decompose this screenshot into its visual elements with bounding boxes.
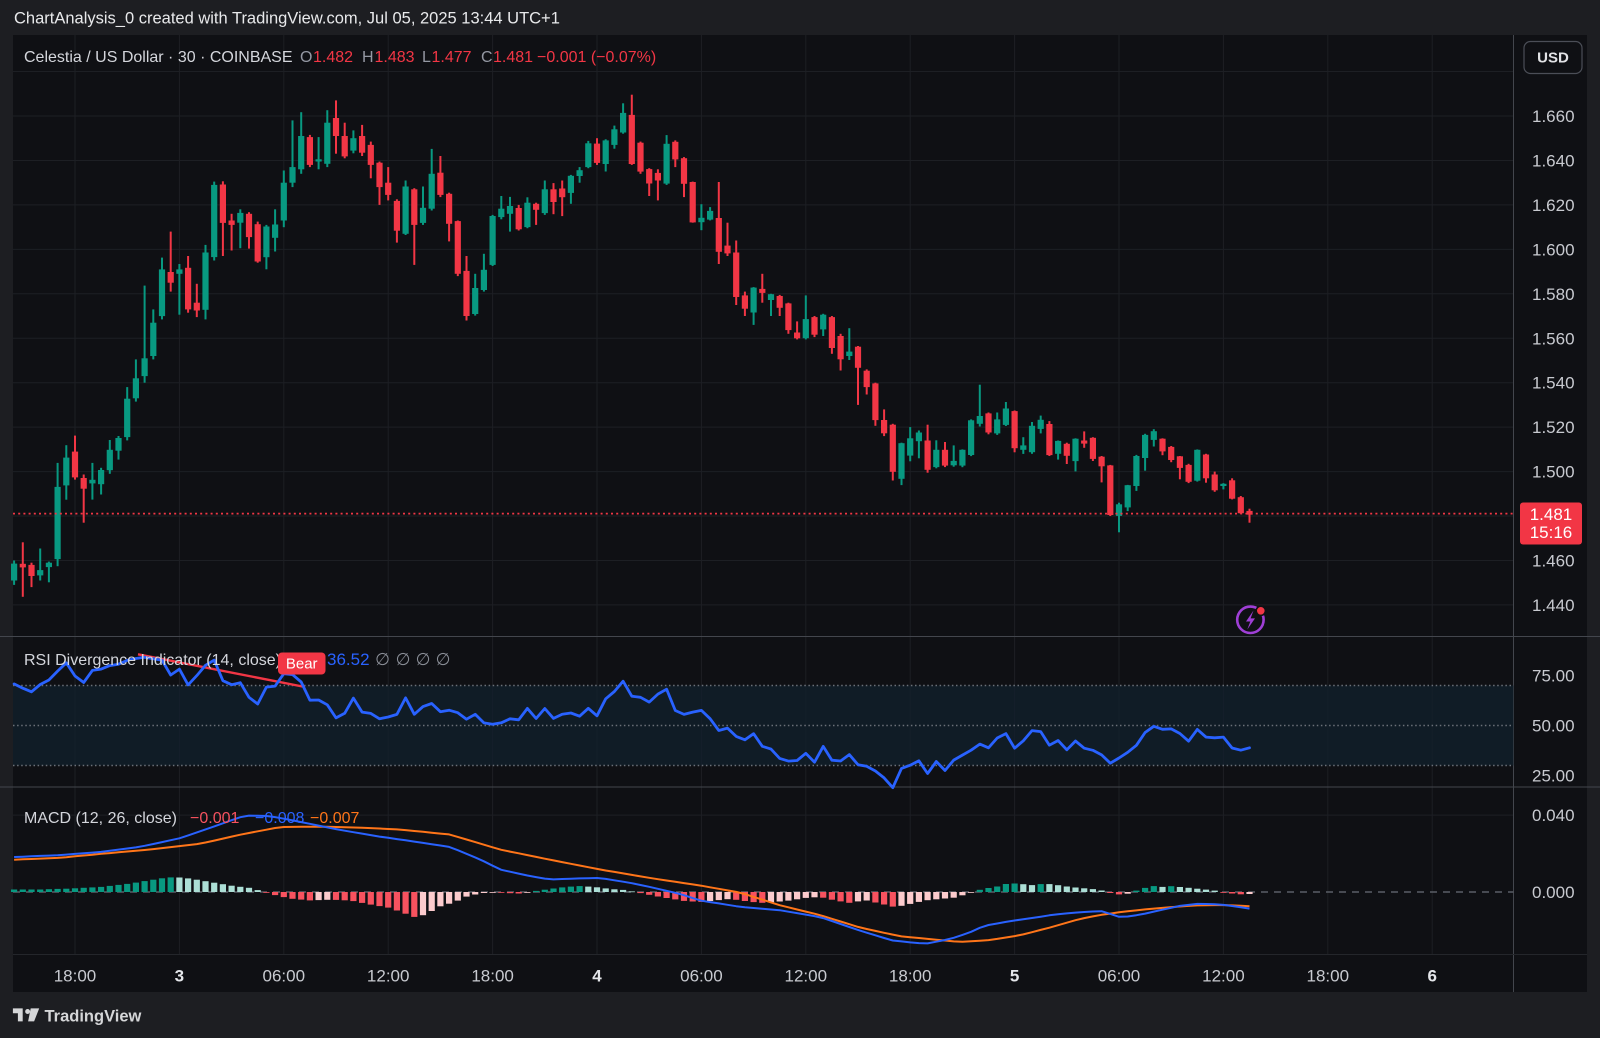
svg-text:12:00: 12:00 bbox=[785, 967, 828, 986]
svg-text:5: 5 bbox=[1010, 967, 1019, 986]
svg-text:1.520: 1.520 bbox=[1532, 418, 1575, 437]
svg-text:O: O bbox=[300, 49, 312, 66]
svg-text:18:00: 18:00 bbox=[1307, 967, 1350, 986]
svg-text:1.483: 1.483 bbox=[375, 49, 415, 66]
svg-text:18:00: 18:00 bbox=[889, 967, 932, 986]
svg-text:1.481: 1.481 bbox=[1530, 505, 1573, 524]
svg-text:1.460: 1.460 bbox=[1532, 552, 1575, 571]
svg-text:25.00: 25.00 bbox=[1532, 767, 1575, 786]
svg-text:MACD (12, 26, close): MACD (12, 26, close) bbox=[24, 810, 177, 827]
svg-text:1.477: 1.477 bbox=[432, 49, 472, 66]
svg-text:1.481: 1.481 bbox=[493, 49, 533, 66]
svg-text:TradingView: TradingView bbox=[45, 1008, 142, 1026]
svg-text:∅: ∅ bbox=[416, 650, 431, 669]
svg-text:12:00: 12:00 bbox=[367, 967, 410, 986]
svg-text:1.482: 1.482 bbox=[313, 49, 353, 66]
svg-text:06:00: 06:00 bbox=[263, 967, 306, 986]
svg-text:0.000: 0.000 bbox=[1532, 883, 1575, 902]
svg-text:∅: ∅ bbox=[396, 650, 411, 669]
svg-text:1.640: 1.640 bbox=[1532, 151, 1575, 170]
svg-text:06:00: 06:00 bbox=[680, 967, 723, 986]
svg-text:1.620: 1.620 bbox=[1532, 196, 1575, 215]
svg-text:18:00: 18:00 bbox=[471, 967, 514, 986]
svg-text:1.560: 1.560 bbox=[1532, 329, 1575, 348]
svg-text:−0.001: −0.001 bbox=[190, 810, 239, 827]
svg-text:1.600: 1.600 bbox=[1532, 240, 1575, 259]
svg-text:75.00: 75.00 bbox=[1532, 667, 1575, 686]
svg-text:C: C bbox=[481, 49, 493, 66]
svg-text:RSI Divergence Indicator (14,: RSI Divergence Indicator (14, close) bbox=[24, 652, 281, 669]
svg-text:−0.001 (−0.07%): −0.001 (−0.07%) bbox=[537, 49, 656, 66]
svg-text:1.440: 1.440 bbox=[1532, 596, 1575, 615]
svg-text:36.52: 36.52 bbox=[327, 650, 370, 669]
svg-text:∅: ∅ bbox=[436, 650, 451, 669]
svg-text:Celestia / US Dollar · 30 · CO: Celestia / US Dollar · 30 · COINBASE bbox=[24, 49, 293, 66]
svg-text:∅: ∅ bbox=[375, 650, 390, 669]
svg-text:H: H bbox=[362, 49, 374, 66]
svg-text:1.660: 1.660 bbox=[1532, 107, 1575, 126]
svg-text:3: 3 bbox=[175, 967, 184, 986]
svg-text:1.500: 1.500 bbox=[1532, 463, 1575, 482]
svg-text:18:00: 18:00 bbox=[54, 967, 97, 986]
svg-text:1.540: 1.540 bbox=[1532, 374, 1575, 393]
svg-text:Bear: Bear bbox=[286, 656, 318, 673]
svg-text:0.040: 0.040 bbox=[1532, 806, 1575, 825]
svg-text:15:16: 15:16 bbox=[1530, 523, 1573, 542]
svg-text:06:00: 06:00 bbox=[1098, 967, 1141, 986]
svg-text:L: L bbox=[422, 49, 431, 66]
svg-text:50.00: 50.00 bbox=[1532, 717, 1575, 736]
svg-text:ChartAnalysis_0 created with T: ChartAnalysis_0 created with TradingView… bbox=[14, 10, 560, 28]
svg-text:6: 6 bbox=[1427, 967, 1436, 986]
svg-text:1.580: 1.580 bbox=[1532, 285, 1575, 304]
svg-text:−0.007: −0.007 bbox=[310, 810, 359, 827]
svg-text:4: 4 bbox=[592, 967, 602, 986]
svg-text:−0.008: −0.008 bbox=[255, 810, 304, 827]
svg-text:12:00: 12:00 bbox=[1202, 967, 1245, 986]
svg-text:USD: USD bbox=[1537, 50, 1569, 67]
